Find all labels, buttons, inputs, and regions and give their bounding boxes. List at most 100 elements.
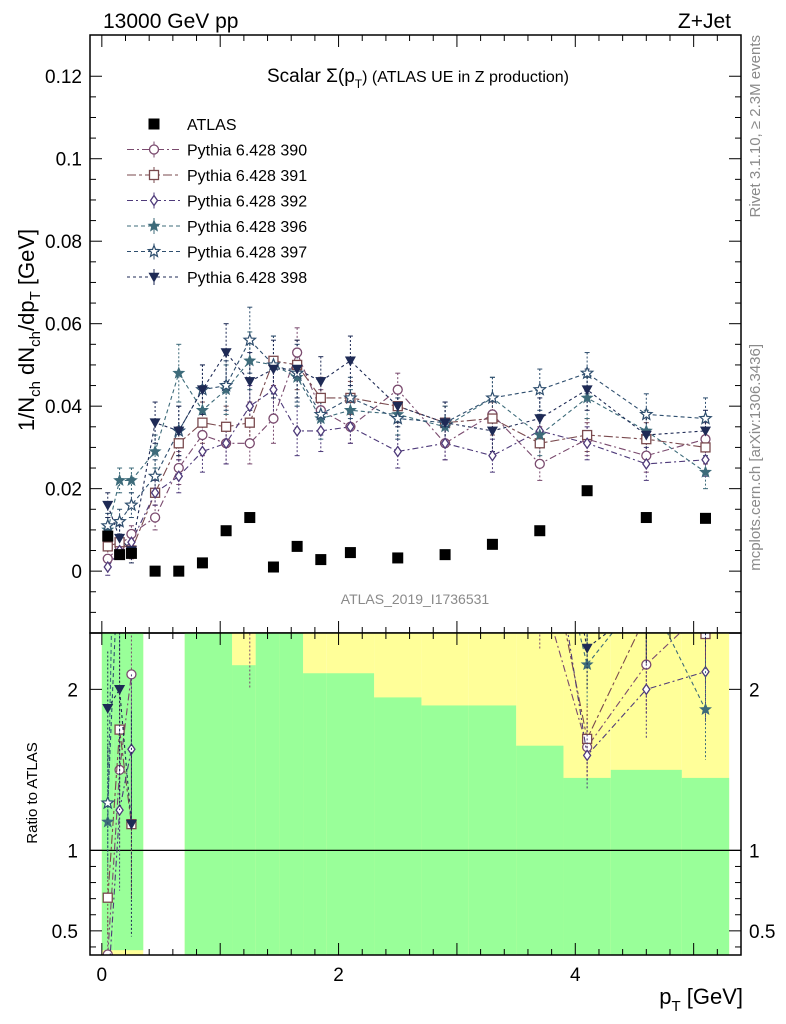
series-5-point-4 (173, 426, 185, 437)
ratio-line-4-1 (202, 206, 705, 615)
series-2-point-5 (198, 445, 207, 458)
ratio-frame (89, 632, 742, 956)
series-4-point-1 (112, 513, 127, 528)
series-5-point-6 (220, 348, 232, 359)
ytick-label-main-1: 0.02 (45, 480, 82, 501)
series-2-point-14 (488, 449, 497, 462)
series-5-point-7 (244, 377, 256, 388)
atlas-point-0 (102, 530, 114, 542)
main-panel: 0 0.02 0.04 0.06 0.08 0.1 0.12 (45, 34, 742, 634)
ratio-band-green-6 (279, 633, 304, 955)
ytick-label-ratio-left-1: 1 (67, 841, 78, 862)
series-2-point-4 (174, 470, 184, 483)
series-2-point-18 (701, 453, 710, 466)
ratio-band-green-5 (255, 633, 280, 955)
series-1-point-14 (487, 413, 498, 424)
xtick-label-1: 2 (333, 965, 344, 986)
series-4-point-15 (532, 382, 548, 396)
atlas-point-5 (196, 557, 208, 569)
series-3-point-9 (290, 370, 304, 383)
legend-marker-2 (149, 194, 159, 207)
y-axis-label-main: 1/Nch dNch/dpT [GeV] (14, 229, 44, 431)
series-0-point-5 (197, 429, 208, 441)
series-1-point-18 (700, 442, 711, 453)
rivet-label: Rivet 3.1.10, ≥ 2.3M events (747, 35, 764, 218)
atlas-point-4 (173, 565, 185, 577)
series-1-point-4 (173, 438, 184, 449)
legend-label-0: Pythia 6.428 390 (187, 143, 307, 160)
series-2-point-17 (642, 457, 651, 471)
ytick-label-ratio-right-1: 1 (749, 841, 760, 862)
y-axis-label-ratio: Ratio to ATLAS (24, 742, 41, 843)
atlas-point-11 (344, 547, 356, 559)
series-5-point-17 (640, 430, 652, 441)
series-5-point-9 (291, 364, 303, 375)
series-4-point-2 (124, 497, 139, 512)
ytick-label-main-6: 0.12 (45, 67, 82, 88)
ratio-band-green-7 (303, 673, 327, 955)
series-2-point-11 (346, 420, 355, 433)
series-5-point-13 (439, 418, 451, 429)
ratio-band-green-2 (125, 633, 144, 951)
series-3-point-10 (314, 411, 328, 425)
series-4-point-3 (147, 468, 163, 483)
ratio-series-1-point-0 (102, 892, 113, 903)
series-1-point-6 (220, 421, 232, 432)
series-5-point-16 (581, 385, 593, 396)
atlas-point-10 (315, 554, 327, 566)
analysis-id: ATLAS_2019_I1736531 (341, 591, 490, 607)
series-5-point-11 (344, 356, 356, 367)
series-3-point-6 (219, 382, 233, 396)
series-2-point-3 (150, 486, 160, 499)
series-2-point-12 (393, 445, 403, 458)
series-4-point-17 (639, 406, 654, 421)
atlas-point-6 (220, 525, 232, 537)
series-4-point-12 (390, 410, 406, 425)
series-5-point-8 (267, 364, 279, 375)
series-4-point-16 (579, 365, 595, 380)
ratio-series-5-point-1 (114, 685, 126, 695)
series-4-point-0 (100, 518, 116, 532)
series-3-point-15 (533, 428, 547, 441)
ytick-label-main-2: 0.04 (45, 397, 82, 418)
svg-text:Scalar Σ(pT) (ATLAS UE in Z pr: Scalar Σ(pT) (ATLAS UE in Z production) (267, 66, 569, 91)
ratio-series-3-point-18 (699, 702, 712, 715)
ytick-label-ratio-left-0: 0.5 (52, 922, 78, 943)
series-2-point-0 (103, 560, 113, 574)
series-line-1 (107, 360, 706, 552)
series-3-point-4 (172, 366, 186, 379)
atlas-point-7 (244, 512, 256, 524)
legend-marker-5 (148, 272, 160, 283)
series-1-point-10 (315, 392, 326, 404)
ratio-series-5-point-16 (581, 643, 593, 654)
ratio-series-3-point-0 (101, 815, 115, 828)
series-5-point-15 (534, 414, 546, 425)
ratio-band-green-10 (421, 705, 469, 955)
series-line-2 (107, 388, 706, 568)
series-5-point-14 (486, 426, 498, 437)
svg-text:pT [GeV]: pT [GeV] (659, 984, 743, 1015)
ratio-band-green-11 (468, 705, 517, 955)
legend: ATLAS Pythia 6.428 390 Pythia 6.428 391 Pyt… (127, 117, 307, 287)
ytick-label-main-3: 0.06 (45, 315, 82, 336)
series-3-point-11 (343, 403, 357, 416)
series-5-point-10 (315, 377, 327, 388)
ratio-series-4-point-0 (100, 795, 116, 810)
ratio-line-1-1 (565, 633, 706, 741)
series-2-point-8 (269, 383, 278, 396)
header-left: 13000 GeV pp (103, 10, 238, 33)
ratio-band-green-8 (326, 673, 375, 955)
header-right: Z+Jet (678, 10, 731, 33)
atlas-point-16 (581, 485, 593, 497)
atlas-point-17 (640, 512, 652, 524)
legend-label-5: Pythia 6.428 398 (187, 270, 307, 287)
series-3-point-1 (113, 473, 127, 486)
ratio-band-green-3 (184, 633, 233, 955)
series-3-point-3 (148, 444, 162, 458)
atlas-point-9 (291, 540, 303, 552)
series-line-4 (107, 339, 706, 527)
xtick-label-0: 0 (97, 965, 108, 986)
atlas-point-18 (699, 512, 711, 524)
ytick-label-ratio-left-2: 2 (67, 680, 78, 701)
